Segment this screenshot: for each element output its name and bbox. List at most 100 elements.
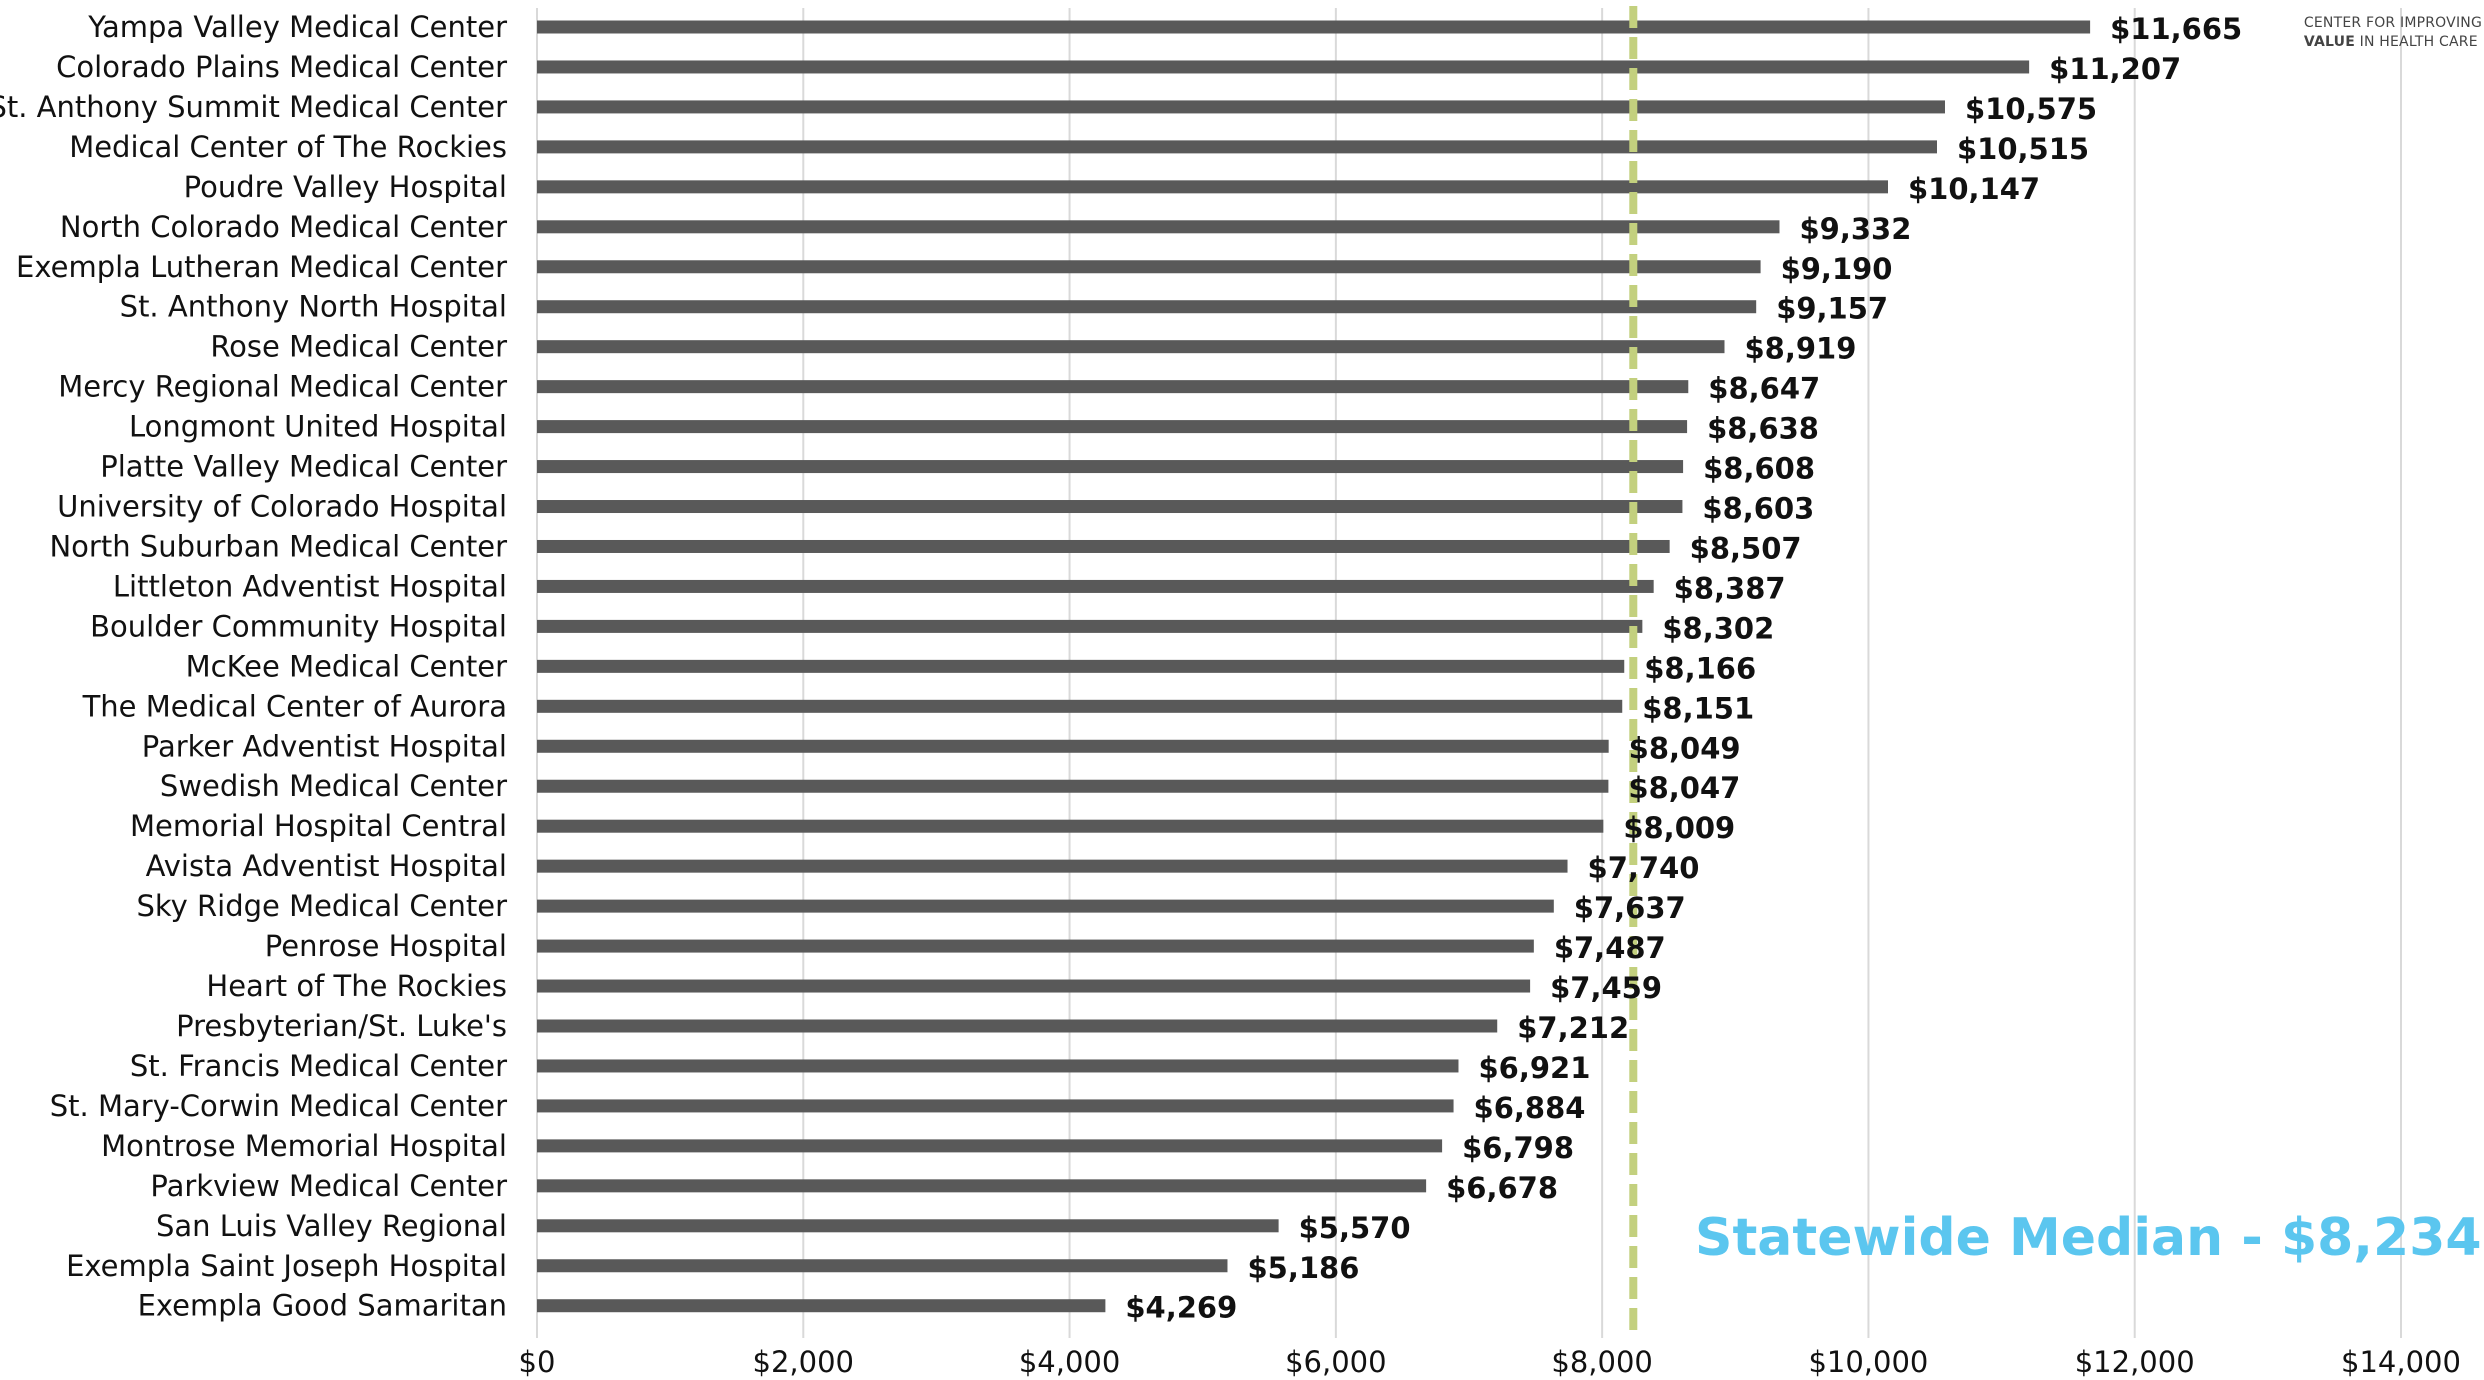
value-label: $11,207 — [2049, 52, 2181, 86]
bar — [537, 460, 1683, 473]
category-label: Montrose Memorial Hospital — [101, 1129, 507, 1163]
category-label: Exempla Lutheran Medical Center — [16, 250, 507, 284]
category-label: Medical Center of The Rockies — [69, 130, 507, 164]
value-label: $6,798 — [1462, 1131, 1574, 1165]
value-label: $7,740 — [1588, 851, 1700, 885]
bar — [537, 60, 2029, 73]
value-label: $8,387 — [1674, 571, 1786, 605]
bar — [537, 300, 1756, 313]
category-label: Longmont United Hospital — [129, 410, 507, 444]
logo-line-2: VALUE IN HEALTH CARE — [2304, 33, 2482, 52]
bar — [537, 420, 1687, 433]
category-label: Parker Adventist Hospital — [142, 729, 507, 763]
value-label: $9,157 — [1776, 292, 1888, 326]
category-label: Littleton Adventist Hospital — [113, 569, 507, 603]
value-label: $8,638 — [1707, 412, 1819, 446]
category-labels: Yampa Valley Medical Center Colorado Plai… — [0, 10, 507, 1323]
bar — [537, 980, 1530, 993]
category-label: Exempla Saint Joseph Hospital — [66, 1249, 507, 1283]
bar — [537, 900, 1554, 913]
value-label: $4,269 — [1125, 1291, 1237, 1325]
category-label: North Suburban Medical Center — [49, 529, 507, 563]
value-label: $8,166 — [1644, 651, 1756, 685]
category-label: St. Anthony North Hospital — [120, 290, 507, 324]
value-label: $9,190 — [1781, 252, 1893, 286]
category-label: Yampa Valley Medical Center — [87, 10, 507, 44]
category-label: Platte Valley Medical Center — [100, 450, 507, 484]
value-label: $5,186 — [1247, 1251, 1359, 1285]
category-label: San Luis Valley Regional — [156, 1209, 507, 1243]
bar — [537, 100, 1945, 113]
bar — [537, 1219, 1279, 1232]
x-tick-label: $0 — [519, 1345, 556, 1379]
value-label: $8,919 — [1745, 332, 1857, 366]
bar — [537, 660, 1624, 673]
category-label: Boulder Community Hospital — [90, 609, 507, 643]
bar — [537, 1179, 1426, 1192]
value-label: $6,921 — [1478, 1051, 1590, 1085]
category-label: Memorial Hospital Central — [130, 809, 507, 843]
category-label: St. Mary-Corwin Medical Center — [50, 1089, 507, 1123]
value-label: $10,515 — [1957, 132, 2089, 166]
statewide-median-label: Statewide Median - $8,234 — [1695, 1208, 2482, 1268]
bar — [537, 580, 1654, 593]
bar — [537, 220, 1779, 233]
category-label: The Medical Center of Aurora — [82, 689, 507, 723]
bar — [537, 140, 1937, 153]
x-tick-label: $6,000 — [1285, 1345, 1386, 1379]
logo-line-1: CENTER FOR IMPROVING — [2304, 14, 2482, 33]
logo-line-2-rest: IN HEALTH CARE — [2355, 34, 2478, 50]
bar — [537, 1059, 1458, 1072]
x-tick-label: $4,000 — [1019, 1345, 1120, 1379]
category-label: North Colorado Medical Center — [60, 210, 507, 244]
value-label: $7,212 — [1517, 1011, 1629, 1045]
category-label: Heart of The Rockies — [206, 969, 507, 1003]
value-label: $11,665 — [2110, 12, 2242, 46]
value-label: $8,009 — [1623, 811, 1735, 845]
bar — [537, 820, 1603, 833]
civhc-logo: CENTER FOR IMPROVING VALUE IN HEALTH CAR… — [2304, 14, 2482, 52]
bar — [537, 500, 1682, 513]
category-label: Exempla Good Samaritan — [138, 1289, 507, 1323]
category-label: St. Francis Medical Center — [130, 1049, 507, 1083]
bar — [537, 1099, 1454, 1112]
category-label: Poudre Valley Hospital — [184, 170, 507, 204]
value-label: $8,047 — [1628, 771, 1740, 805]
value-label: $8,608 — [1703, 452, 1815, 486]
bar — [537, 260, 1761, 273]
value-label: $8,647 — [1708, 372, 1820, 406]
value-label: $10,147 — [1908, 172, 2040, 206]
value-label: $10,575 — [1965, 92, 2097, 126]
x-tick-label: $12,000 — [2075, 1345, 2195, 1379]
x-tick-label: $8,000 — [1551, 1345, 1652, 1379]
category-label: Presbyterian/St. Luke's — [176, 1009, 507, 1043]
value-label: $7,637 — [1574, 891, 1686, 925]
bar — [537, 860, 1568, 873]
bar — [537, 340, 1725, 353]
bar — [537, 21, 2090, 34]
bar — [537, 700, 1622, 713]
category-label: Avista Adventist Hospital — [146, 849, 507, 883]
bar — [537, 1020, 1497, 1033]
category-label: Colorado Plains Medical Center — [56, 50, 507, 84]
bar — [537, 620, 1642, 633]
category-label: McKee Medical Center — [186, 649, 507, 683]
value-label: $6,678 — [1446, 1171, 1558, 1205]
value-label: $8,151 — [1642, 691, 1754, 725]
value-label: $7,459 — [1550, 971, 1662, 1005]
category-label: Mercy Regional Medical Center — [58, 370, 507, 404]
value-label: $8,049 — [1629, 731, 1741, 765]
bar — [537, 940, 1534, 953]
category-label: University of Colorado Hospital — [57, 490, 507, 524]
bar — [537, 1259, 1227, 1272]
value-label: $8,507 — [1690, 531, 1802, 565]
value-label: $6,884 — [1474, 1091, 1586, 1125]
category-label: St. Anthony Summit Medical Center — [0, 90, 507, 124]
category-label: Swedish Medical Center — [160, 769, 507, 803]
value-label: $8,603 — [1702, 492, 1814, 526]
category-label: Rose Medical Center — [210, 330, 507, 364]
x-axis-ticks: $0 $2,000 $4,000 $6,000 $8,000 $10,000 $12,000… — [519, 1345, 2461, 1379]
value-label: $5,570 — [1299, 1211, 1411, 1245]
bar — [537, 380, 1688, 393]
